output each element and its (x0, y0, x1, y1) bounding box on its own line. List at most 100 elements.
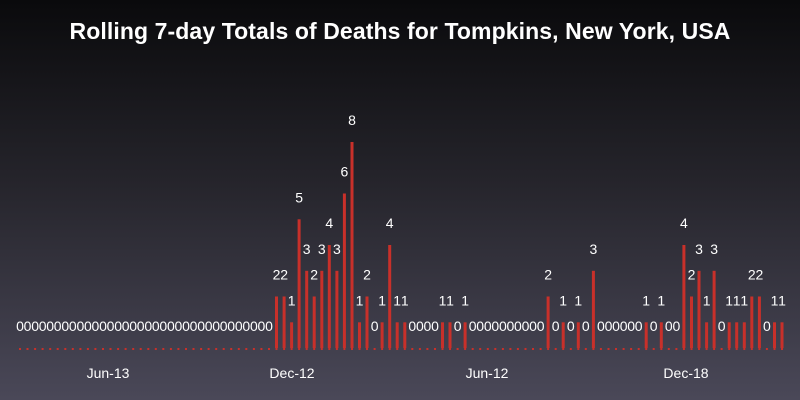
baseline-dot (328, 348, 331, 350)
baseline-dot (19, 348, 21, 350)
data-label: 0 (416, 318, 424, 334)
bar (403, 322, 407, 349)
baseline-dot (471, 348, 474, 350)
data-label: 0 (454, 318, 462, 334)
data-label: 0 (54, 318, 62, 334)
baseline-dot (660, 348, 663, 350)
data-label: 1 (733, 292, 741, 308)
data-label: 0 (205, 318, 213, 334)
data-label: 0 (582, 318, 590, 334)
data-label: 4 (386, 215, 394, 231)
baseline-dot (501, 348, 504, 350)
baseline-dot (343, 348, 346, 350)
data-label: 1 (657, 292, 665, 308)
baseline-dot (94, 348, 97, 350)
data-label: 2 (280, 267, 288, 283)
data-label: 1 (771, 292, 779, 308)
baseline-dot (765, 348, 768, 350)
data-label: 0 (175, 318, 183, 334)
baseline-dot (388, 348, 391, 350)
baseline-dot (584, 348, 587, 350)
baseline-dot (728, 348, 731, 350)
baseline-dot (532, 348, 534, 350)
baseline-dot (102, 348, 104, 350)
data-label: 2 (310, 267, 318, 283)
baseline-dot (381, 348, 384, 350)
baseline-dot (713, 348, 716, 350)
baseline-dot (117, 348, 120, 350)
bar (659, 322, 663, 349)
baseline-dot (79, 348, 82, 350)
baseline-dot (351, 348, 353, 350)
data-label: 0 (212, 318, 220, 334)
data-label: 0 (597, 318, 605, 334)
data-label: 0 (258, 318, 266, 334)
bar (388, 245, 392, 348)
bar (320, 270, 324, 349)
bar (327, 245, 331, 348)
bar (335, 270, 339, 349)
baseline-dot (773, 348, 776, 350)
baseline-dot (34, 348, 37, 350)
bar (358, 322, 361, 349)
data-label: 4 (325, 215, 333, 231)
baseline-dot (403, 348, 406, 350)
data-label: 1 (740, 292, 748, 308)
baseline-dot (554, 348, 557, 350)
data-label: 1 (446, 292, 454, 308)
data-label: 3 (710, 241, 718, 257)
data-label: 0 (16, 318, 24, 334)
data-label: 3 (695, 241, 703, 257)
data-label: 0 (673, 318, 681, 334)
baseline-dot (268, 348, 270, 350)
baseline-dot (690, 348, 693, 350)
data-label: 1 (778, 292, 786, 308)
baseline-dot (622, 348, 625, 350)
bar (290, 322, 294, 349)
data-label: 0 (431, 318, 439, 334)
baseline-dot (486, 348, 489, 350)
data-label: 1 (574, 292, 582, 308)
data-label: 0 (227, 318, 235, 334)
baseline-dot (720, 348, 723, 350)
data-label: 3 (303, 241, 311, 257)
data-label: 0 (69, 318, 77, 334)
data-label: 0 (99, 318, 107, 334)
data-label: 0 (507, 318, 515, 334)
baseline-dot (434, 348, 436, 350)
bar (448, 322, 452, 349)
baseline-dot (592, 348, 595, 350)
bar (395, 322, 399, 349)
x-tick-label: Dec-12 (269, 365, 314, 381)
baseline-dot (71, 348, 74, 350)
data-label: 0 (476, 318, 484, 334)
data-label: 0 (620, 318, 628, 334)
data-label: 1 (393, 292, 401, 308)
baseline-dot (41, 348, 44, 350)
baseline-dot (524, 348, 527, 350)
bar (742, 322, 746, 349)
baseline-dot (169, 348, 172, 350)
data-label: 0 (424, 318, 432, 334)
bar (705, 322, 709, 349)
baseline-dot (207, 348, 210, 350)
data-label: 0 (77, 318, 85, 334)
data-label: 0 (635, 318, 643, 334)
data-label: 0 (84, 318, 92, 334)
bar (365, 296, 369, 348)
bar (750, 296, 754, 348)
data-label: 0 (650, 318, 658, 334)
data-label: 0 (718, 318, 726, 334)
data-label: 5 (295, 189, 303, 205)
bar (757, 296, 761, 348)
bar (735, 322, 739, 349)
baseline-dot (275, 348, 278, 350)
data-label: 0 (144, 318, 152, 334)
baseline-dot (260, 348, 263, 350)
baseline-dot (290, 348, 293, 350)
data-label: 0 (250, 318, 258, 334)
data-label: 0 (552, 318, 560, 334)
bar (682, 245, 686, 348)
baseline-dot (124, 348, 127, 350)
data-label: 0 (61, 318, 69, 334)
